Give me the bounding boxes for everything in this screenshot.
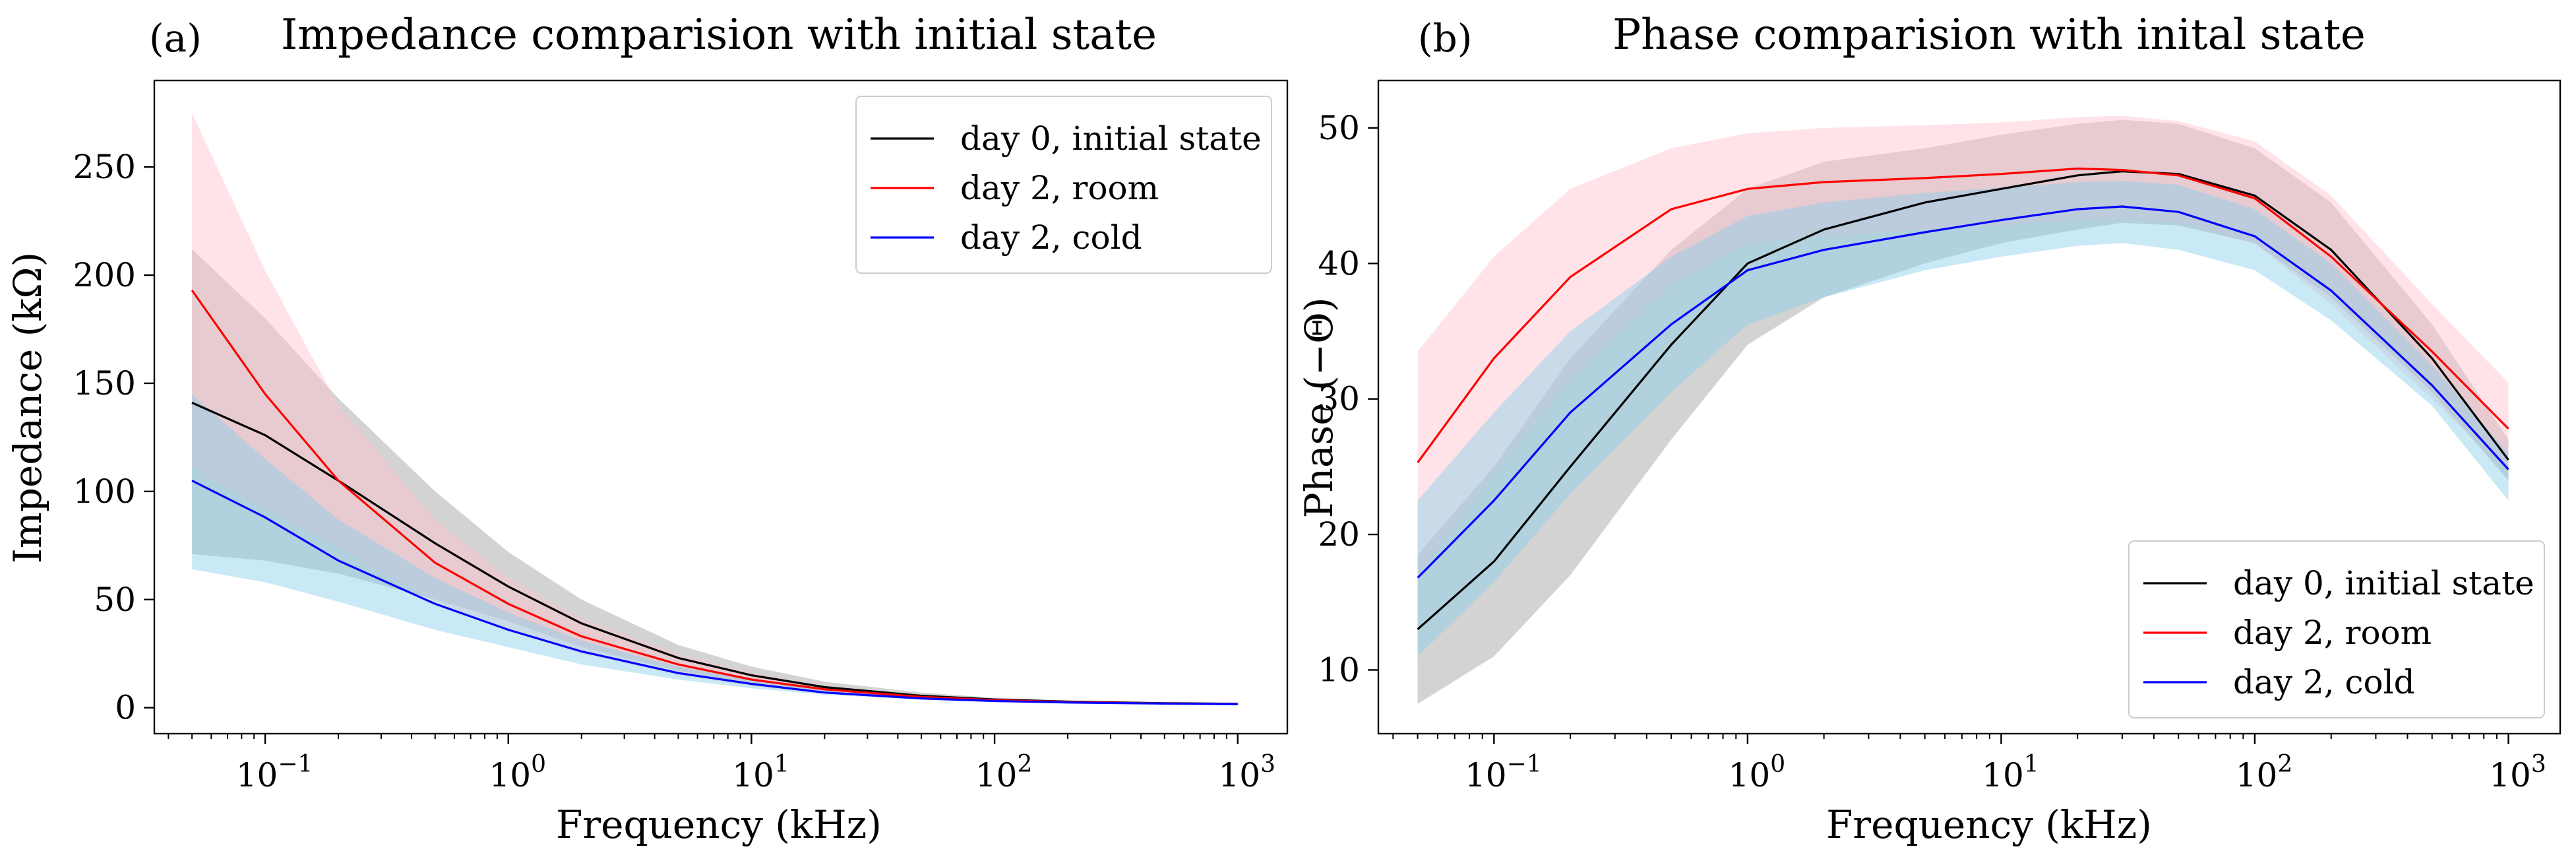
- impedance-legend: day 0, initial state day 2, room day 2, co…: [855, 96, 1272, 274]
- impedance-chart-title: Impedance comparision with initial state: [281, 11, 1157, 59]
- impedance-bands: [192, 113, 1238, 705]
- impedance-x-tick-label-2: 101: [732, 751, 789, 794]
- phase-y-tick-label-0: 10: [1318, 651, 1360, 689]
- phase-legend-label-0: day 0, initial state: [2233, 564, 2534, 602]
- impedance-y-axis-label: Impedance (kΩ): [5, 252, 50, 563]
- impedance-lines: [191, 290, 1238, 705]
- impedance-x-tick-label-4: 103: [1218, 751, 1275, 794]
- impedance-y-tick-label-0: 0: [115, 689, 136, 727]
- panel-label-b: (b): [1418, 16, 1472, 61]
- phase-chart-title: Phase comparision with inital state: [1612, 11, 2366, 59]
- phase-lines: [1417, 167, 2509, 630]
- impedance-y-tick-label-2: 100: [73, 472, 136, 511]
- impedance-band-series-0: [192, 249, 1238, 705]
- impedance-line-series-2: [191, 480, 1238, 705]
- impedance-x-tick-label-1: 100: [489, 751, 546, 794]
- impedance-band-series-1: [192, 113, 1238, 705]
- phase-panel: (b) Phase comparision with inital state …: [1297, 11, 2561, 847]
- phase-x-tick-label-4: 103: [2489, 751, 2546, 794]
- phase-y-tick-label-4: 50: [1318, 109, 1360, 147]
- phase-y-tick-label-2: 30: [1318, 380, 1360, 418]
- phase-legend: day 0, initial state day 2, room day 2, co…: [2128, 540, 2545, 718]
- phase-legend-label-1: day 2, room: [2233, 614, 2432, 652]
- impedance-legend-label-2: day 2, cold: [960, 218, 1142, 257]
- impedance-y-ticks: 0 50 100 150 200 250: [73, 148, 154, 727]
- phase-y-ticks: 10 20 30 40 50: [1318, 109, 1378, 689]
- phase-y-tick-label-1: 20: [1318, 515, 1360, 554]
- phase-x-tick-label-0: 10−1: [1465, 751, 1542, 794]
- impedance-legend-box: [855, 96, 1272, 274]
- impedance-y-tick-label-1: 50: [94, 581, 136, 619]
- phase-legend-label-2: day 2, cold: [2233, 663, 2415, 701]
- phase-band-series-0: [1417, 119, 2509, 704]
- phase-x-tick-label-3: 102: [2236, 751, 2293, 794]
- impedance-x-tick-label-3: 102: [975, 751, 1033, 794]
- impedance-legend-label-0: day 0, initial state: [960, 119, 1262, 158]
- phase-x-ticks: 10−1 100 101 102 103: [1392, 734, 2546, 794]
- impedance-legend-label-1: day 2, room: [960, 169, 1159, 207]
- impedance-band-series-2: [192, 394, 1238, 705]
- phase-legend-box: [2128, 540, 2545, 718]
- impedance-y-tick-label-3: 150: [73, 364, 136, 402]
- impedance-panel: (a) Impedance comparision with initial s…: [5, 11, 1289, 847]
- phase-band-series-2: [1417, 181, 2509, 656]
- phase-x-axis-label: Frequency (kHz): [1826, 802, 2152, 847]
- impedance-x-tick-label-0: 10−1: [236, 751, 313, 794]
- panel-label-a: (a): [149, 16, 202, 61]
- phase-plot-frame: [1377, 79, 2561, 735]
- phase-y-axis-label: Phase (−Θ): [1297, 298, 1341, 519]
- phase-line-series-2: [1417, 205, 2509, 579]
- phase-line-series-1: [1417, 167, 2509, 464]
- impedance-x-ticks: 10−1 100 101 102 103: [168, 734, 1275, 794]
- phase-x-tick-label-1: 100: [1729, 751, 1786, 794]
- impedance-x-axis-label: Frequency (kHz): [556, 802, 882, 847]
- impedance-y-tick-label-5: 250: [73, 148, 136, 186]
- impedance-plot-frame: [153, 79, 1289, 735]
- impedance-y-tick-label-4: 200: [73, 256, 136, 294]
- phase-x-tick-label-2: 101: [1982, 751, 2039, 794]
- phase-y-tick-label-3: 40: [1318, 244, 1360, 282]
- phase-line-series-0: [1417, 170, 2509, 630]
